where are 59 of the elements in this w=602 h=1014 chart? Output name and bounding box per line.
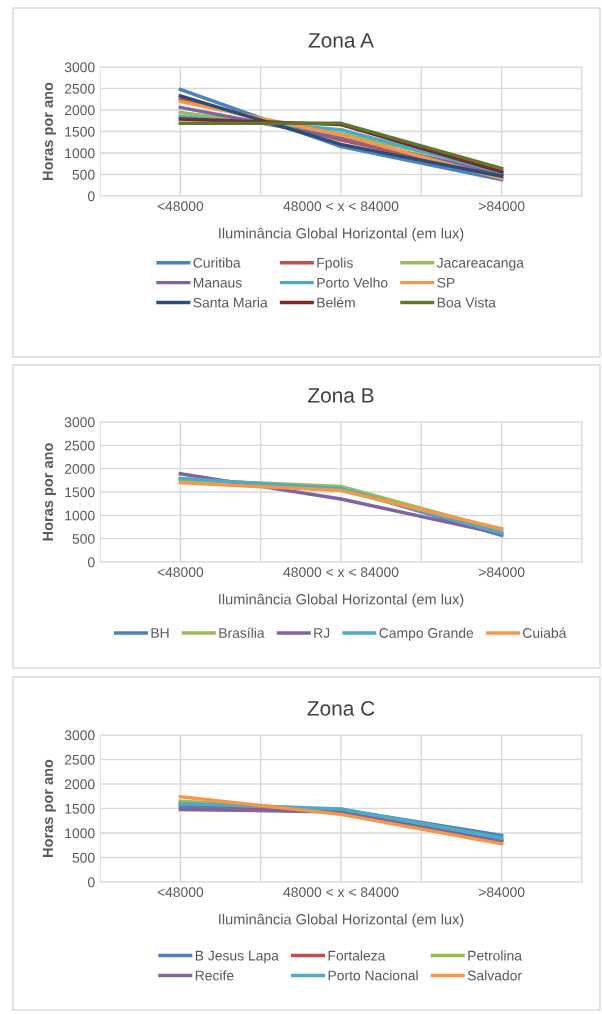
- y-tick-label: 0: [87, 191, 95, 202]
- legend-label: Belém: [317, 297, 355, 308]
- legend-label: RJ: [314, 628, 330, 638]
- y-axis-title: Horas por ano: [42, 759, 56, 857]
- y-tick-label: 2500: [64, 440, 95, 451]
- legend-label: Porto Nacional: [328, 970, 418, 981]
- x-tick-label: 48000 < x < 84000: [283, 887, 399, 898]
- x-tick-label: >84000: [478, 201, 525, 212]
- legend-label: Petrolina: [468, 950, 523, 961]
- x-axis-title: Iluminância Global Horizontal (em lux): [219, 913, 464, 928]
- y-axis-title: Horas por ano: [42, 82, 56, 180]
- legend-label: Boa Vista: [437, 297, 496, 308]
- legend-label: Santa Maria: [193, 297, 268, 308]
- x-tick-label: <48000: [157, 201, 204, 212]
- x-tick-label: <48000: [157, 887, 204, 898]
- x-axis-title: Iluminância Global Horizontal (em lux): [219, 593, 464, 608]
- y-axis-title: Horas por ano: [42, 443, 56, 541]
- y-tick-label: 1500: [65, 487, 95, 498]
- x-axis-title: Iluminância Global Horizontal (em lux): [219, 227, 464, 242]
- y-tick-label: 1000: [65, 828, 95, 839]
- y-tick-label: 1000: [65, 148, 95, 159]
- chart-title: Zona B: [308, 388, 374, 403]
- x-tick-label: >84000: [478, 567, 525, 578]
- legend-label: Fortaleza: [328, 950, 386, 961]
- y-tick-label: 500: [72, 534, 95, 544]
- legend-label: Jacareacanga: [436, 258, 524, 271]
- y-tick-label: 1500: [65, 126, 95, 137]
- legend-label: Porto Velho: [317, 277, 388, 288]
- legend-label: Recife: [195, 970, 234, 981]
- y-tick-label: 2000: [64, 464, 95, 474]
- y-tick-label: 500: [72, 169, 95, 180]
- chart-title: Zona C: [307, 701, 375, 716]
- chart-title: Zona A: [308, 33, 374, 48]
- legend-label: Cuiabá: [523, 627, 567, 638]
- legend-label: Campo Grande: [379, 627, 474, 641]
- legend-label: BH: [151, 628, 169, 638]
- y-tick-label: 2500: [64, 754, 95, 765]
- legend-label: SP: [437, 277, 455, 288]
- y-tick-label: 3000: [64, 62, 95, 73]
- x-tick-label: 48000 < x < 84000: [283, 201, 399, 212]
- legend-label: Brasília: [219, 627, 265, 638]
- y-tick-label: 3000: [64, 417, 95, 428]
- legend-label: Manaus: [193, 277, 242, 288]
- legend-label: Fpolis: [317, 257, 353, 271]
- y-tick-label: 2500: [64, 83, 95, 94]
- legend-label: Salvador: [467, 970, 522, 981]
- y-tick-label: 2000: [64, 105, 95, 116]
- y-tick-label: 500: [72, 852, 95, 863]
- y-tick-label: 3000: [64, 730, 95, 741]
- legend-label: Curitiba: [193, 257, 241, 268]
- y-tick-label: 0: [87, 557, 95, 568]
- y-tick-label: 0: [87, 877, 95, 888]
- legend-label: B Jesus Lapa: [195, 950, 279, 964]
- y-tick-label: 1000: [65, 510, 95, 521]
- x-tick-label: >84000: [478, 887, 525, 898]
- x-tick-label: <48000: [157, 567, 204, 578]
- y-tick-label: 1500: [65, 803, 95, 814]
- x-tick-label: 48000 < x < 84000: [283, 567, 399, 578]
- y-tick-label: 2000: [64, 779, 95, 790]
